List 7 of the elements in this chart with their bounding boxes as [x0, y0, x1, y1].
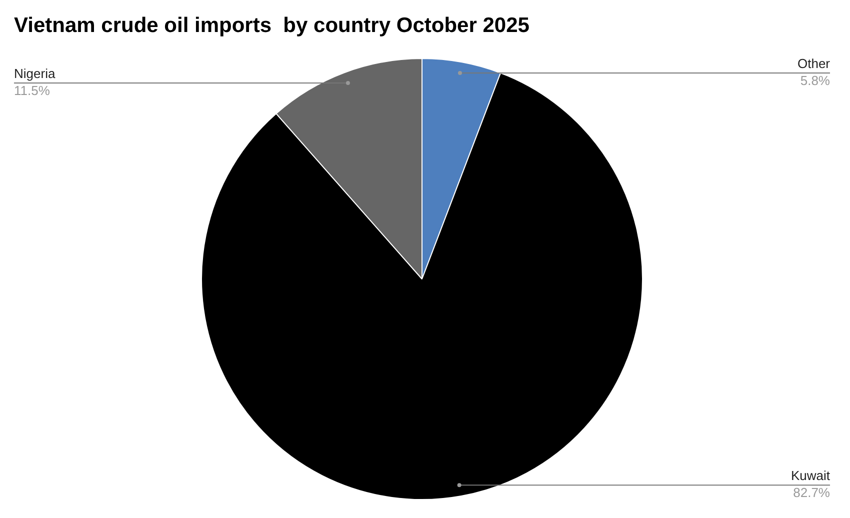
data-label: 11.5%: [14, 83, 50, 98]
slice-label: Kuwait: [790, 468, 830, 484]
slice-label: Other: [797, 56, 831, 72]
data-label: 5.8%: [800, 73, 830, 88]
slice-label: Nigeria: [14, 66, 56, 82]
chart-title: Vietnam crude oil imports by country October 2025: [14, 14, 530, 38]
data-label: 82.7%: [793, 485, 830, 500]
